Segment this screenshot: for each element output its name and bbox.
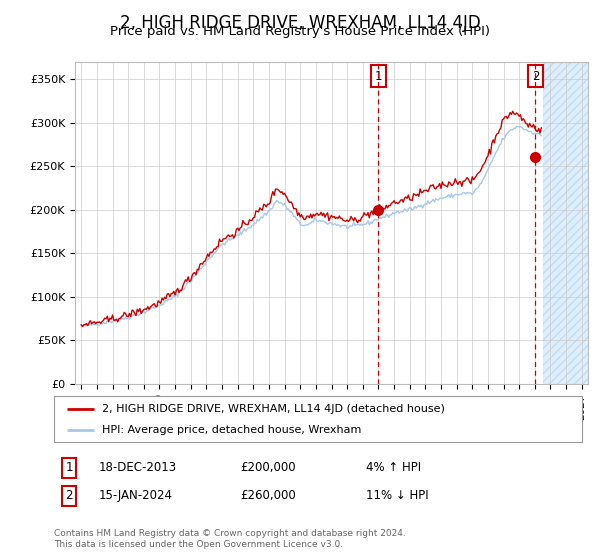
Text: 1: 1 (374, 69, 382, 82)
Text: 2, HIGH RIDGE DRIVE, WREXHAM, LL14 4JD: 2, HIGH RIDGE DRIVE, WREXHAM, LL14 4JD (119, 14, 481, 32)
Text: 18-DEC-2013: 18-DEC-2013 (99, 461, 177, 474)
Text: £260,000: £260,000 (240, 489, 296, 502)
Bar (542, 62, 600, 384)
Text: 2, HIGH RIDGE DRIVE, WREXHAM, LL14 4JD (detached house): 2, HIGH RIDGE DRIVE, WREXHAM, LL14 4JD (… (101, 404, 445, 414)
Text: HPI: Average price, detached house, Wrexham: HPI: Average price, detached house, Wrex… (101, 425, 361, 435)
Text: 4% ↑ HPI: 4% ↑ HPI (366, 461, 421, 474)
Text: Contains HM Land Registry data © Crown copyright and database right 2024.
This d: Contains HM Land Registry data © Crown c… (54, 529, 406, 549)
Text: £200,000: £200,000 (240, 461, 296, 474)
Text: 15-JAN-2024: 15-JAN-2024 (99, 489, 173, 502)
Bar (542, 62, 600, 384)
Text: 1: 1 (65, 461, 73, 474)
Text: Price paid vs. HM Land Registry's House Price Index (HPI): Price paid vs. HM Land Registry's House … (110, 25, 490, 38)
Text: 2: 2 (532, 69, 539, 82)
Text: 2: 2 (65, 489, 73, 502)
Text: 11% ↓ HPI: 11% ↓ HPI (366, 489, 428, 502)
